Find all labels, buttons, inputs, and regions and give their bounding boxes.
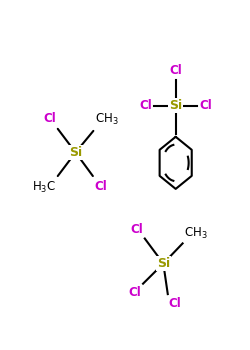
Text: Cl: Cl (43, 112, 56, 125)
Text: CH$_3$: CH$_3$ (184, 225, 208, 241)
Text: Cl: Cl (140, 99, 152, 112)
Text: Si: Si (157, 257, 170, 270)
Text: Cl: Cl (169, 64, 182, 77)
Text: Cl: Cl (130, 223, 143, 236)
Text: Cl: Cl (199, 99, 212, 112)
Text: CH$_3$: CH$_3$ (95, 112, 119, 127)
Text: H$_3$C: H$_3$C (32, 180, 56, 195)
Text: Cl: Cl (95, 180, 108, 193)
Text: Si: Si (169, 99, 182, 112)
Text: Si: Si (69, 146, 82, 159)
Text: Cl: Cl (169, 297, 181, 310)
Text: Cl: Cl (128, 286, 141, 300)
